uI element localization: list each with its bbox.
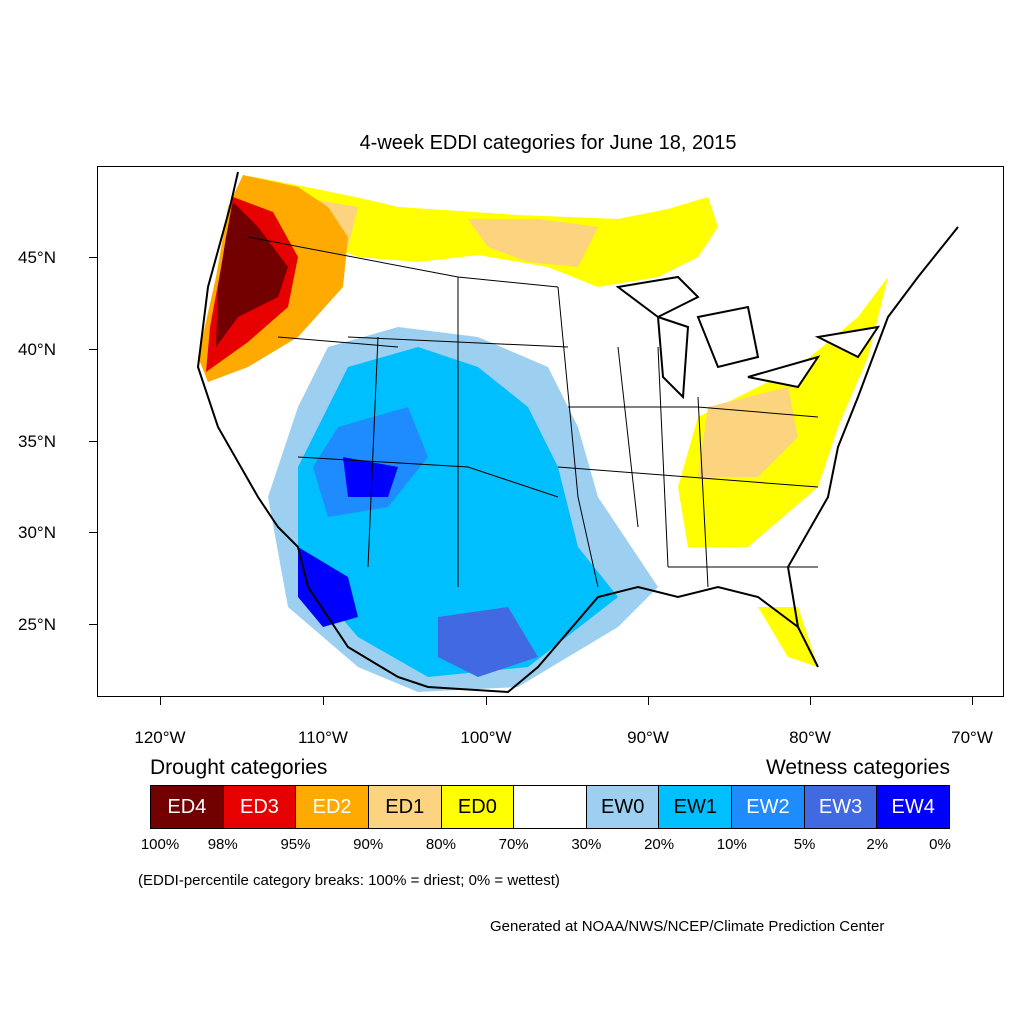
great-lakes <box>615 275 881 400</box>
lat-label-25: 25°N <box>18 615 56 634</box>
break-label: 70% <box>498 836 529 853</box>
lat-tick <box>89 441 97 442</box>
coastline <box>196 171 959 694</box>
region-ew4-colorado <box>343 457 398 497</box>
break-label: 0% <box>929 836 951 853</box>
lon-label-110: 110°W <box>298 728 348 747</box>
legend-bar: ED4 ED3 ED2 ED1 ED0 EW0 EW1 EW2 EW3 EW4 <box>150 785 950 829</box>
wetness-heading: Wetness categories <box>765 756 950 779</box>
region-ed4-pnw <box>216 202 288 347</box>
break-label: 20% <box>644 836 675 853</box>
lat-tick <box>89 624 97 625</box>
legend-swatch-ew4: EW4 <box>877 786 950 828</box>
lat-tick <box>89 257 97 258</box>
lon-label-70: 70°W <box>951 728 993 747</box>
lon-tick <box>648 697 649 705</box>
break-label: 95% <box>280 836 311 853</box>
legend-swatch-ew1: EW1 <box>659 786 733 828</box>
legend-swatch-ed3: ED3 <box>223 786 297 828</box>
lon-label-100: 100°W <box>460 728 512 747</box>
legend-swatch-ed1: ED1 <box>368 786 442 828</box>
map-canvas <box>196 171 959 694</box>
region-ed1-north <box>468 219 598 267</box>
region-ew4-baja <box>298 547 358 627</box>
drought-heading: Drought categories <box>150 756 328 779</box>
lat-tick <box>89 349 97 350</box>
legend-swatch-ed4: ED4 <box>151 786 224 828</box>
break-label: 90% <box>353 836 384 853</box>
break-note: (EDDI-percentile category breaks: 100% =… <box>138 872 560 889</box>
map-title: 4-week EDDI categories for June 18, 2015 <box>359 132 737 154</box>
legend-swatch-ed2: ED2 <box>296 786 369 828</box>
break-label: 10% <box>716 836 747 853</box>
lon-label-80: 80°W <box>789 728 831 747</box>
lat-label-35: 35°N <box>18 432 56 451</box>
lon-tick <box>323 697 324 705</box>
break-label: 98% <box>207 836 238 853</box>
lon-tick <box>486 697 487 705</box>
break-label: 2% <box>866 836 889 853</box>
region-ed0-florida <box>758 607 818 667</box>
lat-label-40: 40°N <box>18 340 56 359</box>
lat-tick <box>89 532 97 533</box>
legend-swatch-ew2: EW2 <box>732 786 805 828</box>
lon-tick <box>972 697 973 705</box>
lon-label-120: 120°W <box>134 728 186 747</box>
lon-tick <box>160 697 161 705</box>
legend-swatch-neutral <box>514 786 587 828</box>
break-label: 100% <box>140 836 180 853</box>
state-lines <box>247 236 819 588</box>
region-ew3-texas <box>438 607 538 677</box>
lon-label-90: 90°W <box>627 728 669 747</box>
break-label: 80% <box>425 836 456 853</box>
break-label: 30% <box>571 836 602 853</box>
credit-line: Generated at NOAA/NWS/NCEP/Climate Predi… <box>490 918 885 935</box>
legend-swatch-ew0: EW0 <box>586 786 660 828</box>
lat-label-30: 30°N <box>18 523 56 542</box>
legend-swatch-ew3: EW3 <box>804 786 878 828</box>
lon-tick <box>810 697 811 705</box>
eddi-map <box>97 166 1004 697</box>
legend-swatch-ed0: ED0 <box>441 786 515 828</box>
lat-label-45: 45°N <box>18 248 56 267</box>
break-label: 5% <box>793 836 816 853</box>
